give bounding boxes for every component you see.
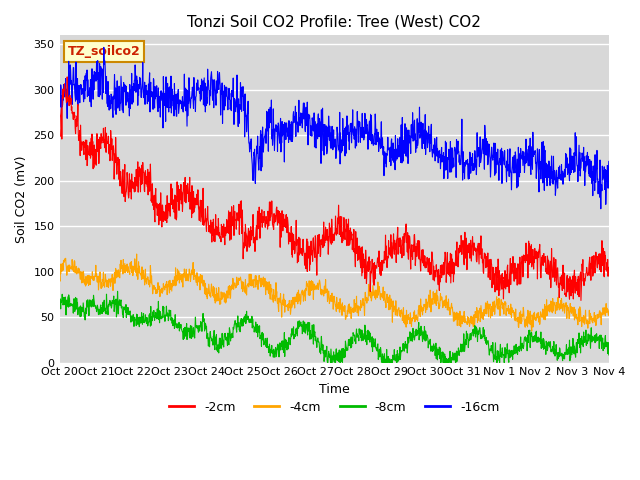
Y-axis label: Soil CO2 (mV): Soil CO2 (mV) [15, 155, 28, 243]
Legend: -2cm, -4cm, -8cm, -16cm: -2cm, -4cm, -8cm, -16cm [164, 396, 504, 419]
X-axis label: Time: Time [319, 383, 349, 396]
Title: Tonzi Soil CO2 Profile: Tree (West) CO2: Tonzi Soil CO2 Profile: Tree (West) CO2 [188, 15, 481, 30]
Text: TZ_soilco2: TZ_soilco2 [68, 45, 141, 58]
